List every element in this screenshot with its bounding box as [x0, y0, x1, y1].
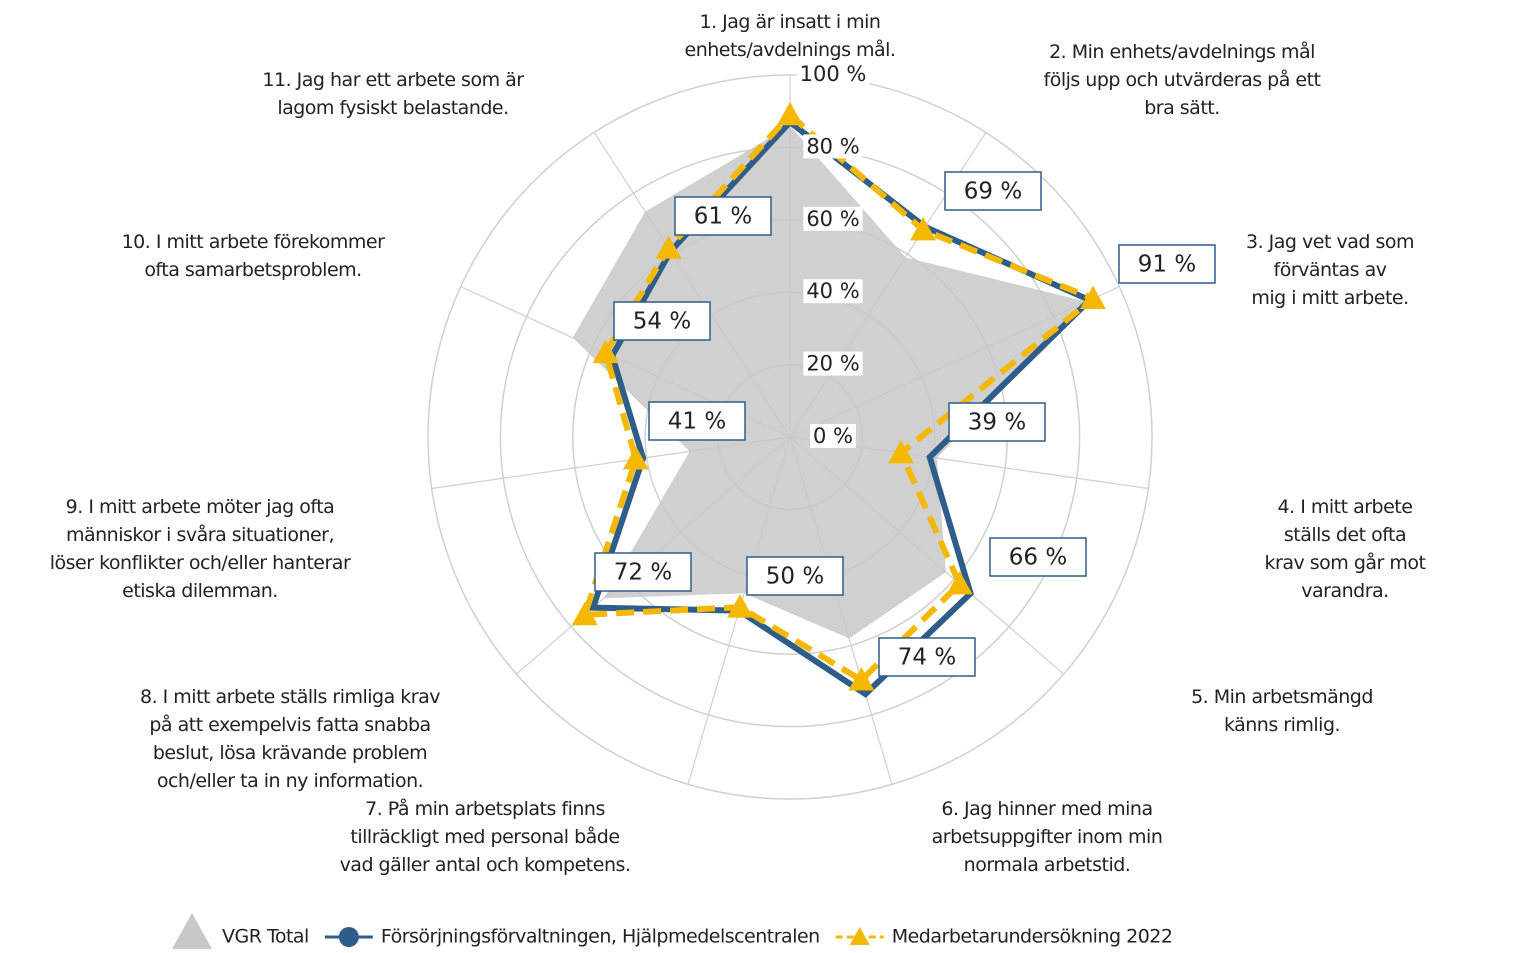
value-label-box: [878, 637, 976, 677]
value-label-box: [944, 171, 1042, 211]
value-label-box: [989, 537, 1087, 577]
marker: [727, 594, 754, 618]
value-label: 61 %: [694, 204, 752, 230]
marker: [848, 667, 875, 691]
tick-bg: [803, 206, 863, 231]
value-label: 91 %: [1138, 252, 1196, 278]
value-label: 39 %: [968, 410, 1026, 436]
y-tick-label: 80 %: [806, 134, 859, 158]
y-tick-label: 40 %: [806, 279, 859, 303]
y-tick-label: 0 %: [813, 424, 853, 448]
value-label-box: [674, 196, 772, 236]
value-label: 72 %: [614, 560, 672, 586]
value-label: 74 %: [898, 645, 956, 671]
y-tick-label: 100 %: [800, 62, 867, 86]
value-label: 69 %: [964, 179, 1022, 205]
series-line: [580, 110, 1099, 684]
legend-label: Medarbetarundersökning 2022: [892, 926, 1173, 948]
legend-symbol: [172, 913, 212, 949]
marker: [1079, 285, 1106, 310]
marker: [888, 439, 915, 464]
category-label: 7. På min arbetsplats finns tillräckligt…: [339, 798, 631, 876]
marker: [622, 446, 649, 470]
category-label: 6. Jag hinner med mina arbetsuppgifter i…: [931, 798, 1163, 876]
category-label: 4. I mitt arbete ställs det ofta krav so…: [1264, 496, 1426, 602]
y-tick-label: 60 %: [806, 207, 859, 231]
y-tick-label: 20 %: [806, 352, 859, 376]
value-label-box: [1118, 244, 1216, 284]
category-label: 8. I mitt arbete ställs rimliga krav på …: [139, 686, 441, 792]
category-label: 10. I mitt arbete förekommer ofta samarb…: [121, 231, 385, 281]
value-label: 50 %: [766, 564, 824, 590]
tick-bg: [810, 424, 856, 448]
value-label-box: [594, 552, 692, 592]
value-label: 54 %: [633, 309, 691, 335]
value-label: 41 %: [668, 409, 726, 435]
marker: [946, 570, 973, 595]
value-label-box: [746, 556, 844, 596]
value-label-box: [948, 402, 1046, 442]
tick-bg: [796, 62, 870, 86]
value-label-box: [613, 301, 711, 341]
marker: [910, 216, 937, 241]
legend-label: Försörjningsförvaltningen, Hjälpmedelsce…: [381, 926, 820, 948]
marker: [655, 235, 682, 259]
tick-bg: [803, 134, 863, 159]
series-area: [572, 125, 1087, 639]
category-label: 9. I mitt arbete möter jag ofta människo…: [49, 496, 351, 602]
category-label: 2. Min enhets/avdelnings mål följs upp o…: [1043, 41, 1322, 119]
legend-symbol: [849, 927, 870, 945]
category-label: 5. Min arbetsmängd känns rimlig.: [1191, 686, 1373, 736]
tick-bg: [803, 279, 863, 304]
category-label: 3. Jag vet vad som förväntas av mig i mi…: [1246, 231, 1414, 309]
value-label-box: [648, 401, 746, 441]
marker: [777, 101, 803, 126]
legend-symbol: [338, 927, 359, 947]
legend-label: VGR Total: [222, 926, 309, 948]
marker: [571, 601, 598, 626]
category-label: 1. Jag är insatt i min enhets/avdelnings…: [684, 11, 896, 61]
tick-bg: [803, 351, 863, 376]
category-label: 11. Jag har ett arbete som är lagom fysi…: [262, 69, 524, 119]
marker: [592, 339, 619, 364]
value-label: 66 %: [1009, 545, 1067, 571]
